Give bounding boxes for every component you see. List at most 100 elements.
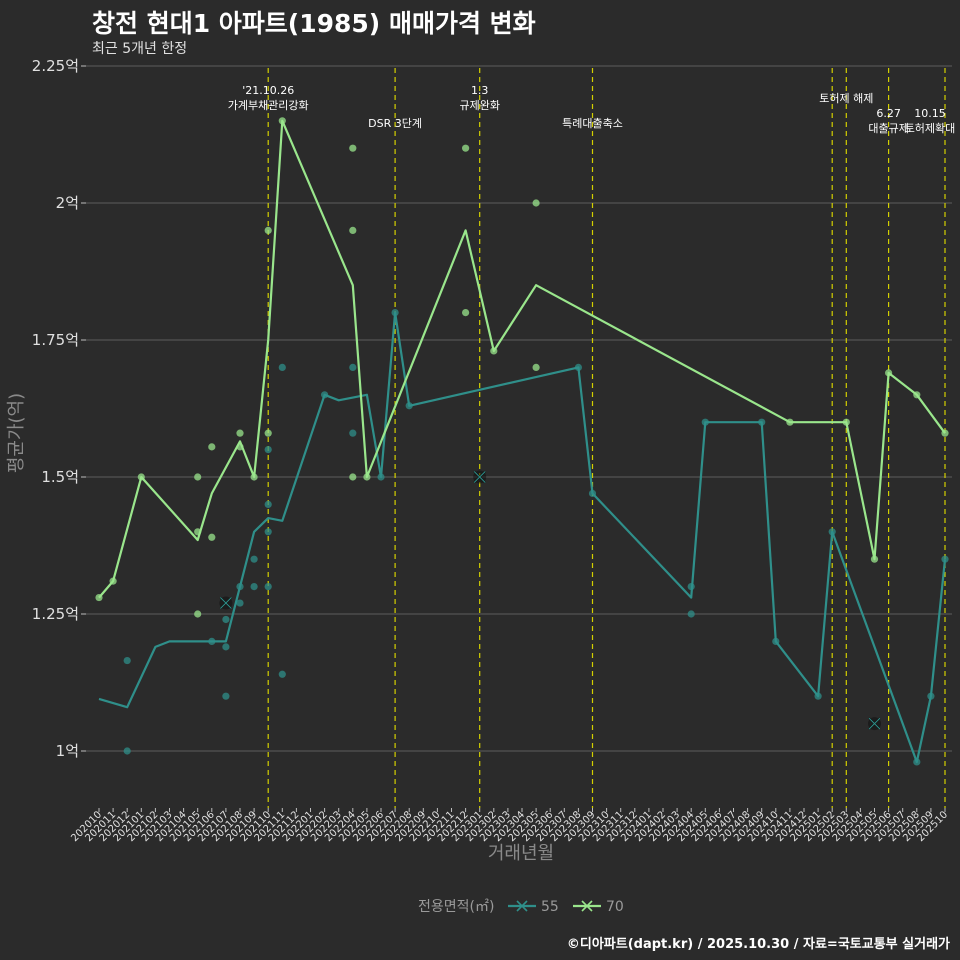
data-point-55 bbox=[687, 610, 695, 618]
x-axis-ticks: 2020102020112020122021012021022021032021… bbox=[69, 808, 950, 844]
y-tick-label: 2억 bbox=[56, 194, 79, 212]
data-point-55 bbox=[208, 637, 216, 646]
cross-marker-55 bbox=[473, 470, 487, 484]
data-point-70 bbox=[236, 443, 244, 451]
data-point-55 bbox=[264, 446, 272, 454]
data-point-55 bbox=[405, 402, 413, 410]
data-point-70 bbox=[786, 418, 794, 426]
legend-label: 70 bbox=[606, 899, 624, 915]
data-point-70 bbox=[532, 199, 540, 207]
data-point-70 bbox=[264, 226, 272, 234]
data-point-55 bbox=[264, 528, 272, 536]
y-axis-title: 평균가(억) bbox=[6, 393, 27, 473]
data-point-70 bbox=[208, 533, 216, 541]
event-label: '21.10.26 bbox=[242, 84, 294, 97]
data-point-70 bbox=[885, 369, 893, 377]
event-label: DSR 3단계 bbox=[368, 117, 422, 130]
legend-title: 전용면적(㎡) bbox=[418, 899, 494, 915]
data-point-70 bbox=[913, 391, 921, 399]
event-label: 대출규제 bbox=[868, 122, 908, 135]
event-label: 10.15 bbox=[914, 107, 946, 120]
y-tick-label: 1.75억 bbox=[32, 331, 79, 349]
data-point-55 bbox=[264, 583, 272, 591]
legend-label: 55 bbox=[541, 899, 559, 915]
data-point-55 bbox=[250, 555, 258, 563]
data-point-70 bbox=[109, 577, 117, 585]
legend-entry-70: 70 bbox=[573, 899, 624, 915]
data-point-70 bbox=[194, 610, 202, 618]
event-label: 특례대출축소 bbox=[562, 117, 623, 130]
cross-marker-55 bbox=[219, 596, 233, 610]
data-point-55 bbox=[687, 583, 695, 591]
chart-title: 창전 현대1 아파트(1985) 매매가격 변화 bbox=[92, 9, 536, 38]
data-point-55 bbox=[278, 363, 286, 371]
data-point-70 bbox=[250, 473, 258, 481]
data-point-55 bbox=[250, 583, 258, 591]
data-point-70 bbox=[490, 347, 498, 355]
data-point-55 bbox=[123, 747, 131, 755]
event-label: 토허제확대 bbox=[905, 122, 956, 135]
data-point-70 bbox=[95, 593, 103, 602]
data-point-55 bbox=[701, 418, 709, 426]
data-point-70 bbox=[462, 144, 470, 152]
chart-subtitle: 최근 5개년 한정 bbox=[92, 41, 188, 57]
data-point-70 bbox=[236, 429, 244, 437]
data-point-55 bbox=[278, 670, 286, 678]
data-point-70 bbox=[278, 117, 286, 125]
series-points bbox=[95, 117, 949, 766]
data-point-55 bbox=[222, 615, 230, 624]
data-point-55 bbox=[758, 418, 766, 426]
data-point-55 bbox=[349, 363, 357, 371]
data-point-70 bbox=[208, 443, 216, 451]
data-point-55 bbox=[236, 599, 244, 607]
data-point-70 bbox=[532, 363, 540, 371]
y-axis-ticks: 1억 1.25억 1.5억 1.75억 2억 2.25억 bbox=[32, 57, 86, 760]
series-lines bbox=[98, 119, 947, 764]
data-point-70 bbox=[137, 473, 145, 481]
event-label: 토허제 해제 bbox=[819, 91, 873, 105]
data-point-55 bbox=[264, 500, 272, 508]
data-point-70 bbox=[363, 473, 371, 481]
data-point-70 bbox=[941, 429, 949, 437]
event-label: 1.3 bbox=[471, 84, 489, 97]
data-point-55 bbox=[236, 583, 244, 591]
data-point-55 bbox=[941, 555, 949, 563]
data-point-70 bbox=[462, 309, 470, 317]
data-point-55 bbox=[391, 309, 399, 317]
data-point-70 bbox=[194, 528, 202, 536]
data-point-55 bbox=[222, 692, 230, 700]
y-tick-label: 1.5억 bbox=[41, 468, 79, 486]
y-tick-label: 1억 bbox=[56, 742, 79, 760]
event-label: 규제완화 bbox=[459, 99, 499, 112]
legend-entry-55: 55 bbox=[508, 899, 559, 915]
y-gridlines bbox=[86, 65, 952, 752]
legend-entries: 55 70 bbox=[508, 899, 624, 915]
data-point-55 bbox=[814, 692, 822, 700]
cross-marker-55 bbox=[868, 717, 881, 731]
data-point-55 bbox=[123, 656, 131, 665]
event-label: 6.27 bbox=[876, 107, 901, 120]
legend-swatch-cross bbox=[516, 900, 528, 912]
data-point-70 bbox=[349, 473, 357, 481]
data-point-55 bbox=[377, 473, 385, 481]
x-axis-title: 거래년월 bbox=[488, 843, 554, 864]
legend-swatch-cross bbox=[581, 900, 593, 912]
data-point-70 bbox=[264, 429, 272, 437]
data-point-55 bbox=[772, 637, 780, 646]
data-point-70 bbox=[842, 418, 850, 426]
y-tick-label: 2.25억 bbox=[32, 57, 79, 75]
data-point-55 bbox=[927, 692, 935, 700]
data-point-70 bbox=[349, 144, 357, 152]
data-point-70 bbox=[870, 555, 879, 563]
data-point-55 bbox=[574, 363, 583, 371]
y-tick-label: 1.25억 bbox=[32, 605, 79, 623]
data-point-55 bbox=[913, 758, 921, 766]
data-point-55 bbox=[828, 528, 836, 536]
data-point-55 bbox=[321, 391, 329, 399]
data-point-70 bbox=[349, 226, 357, 234]
source-caption: ©디아파트(dapt.kr) / 2025.10.30 / 자료=국토교통부 실… bbox=[566, 937, 950, 952]
event-label: 가계부채관리강화 bbox=[228, 99, 309, 112]
legend: 전용면적(㎡) 55 70 bbox=[418, 899, 624, 915]
